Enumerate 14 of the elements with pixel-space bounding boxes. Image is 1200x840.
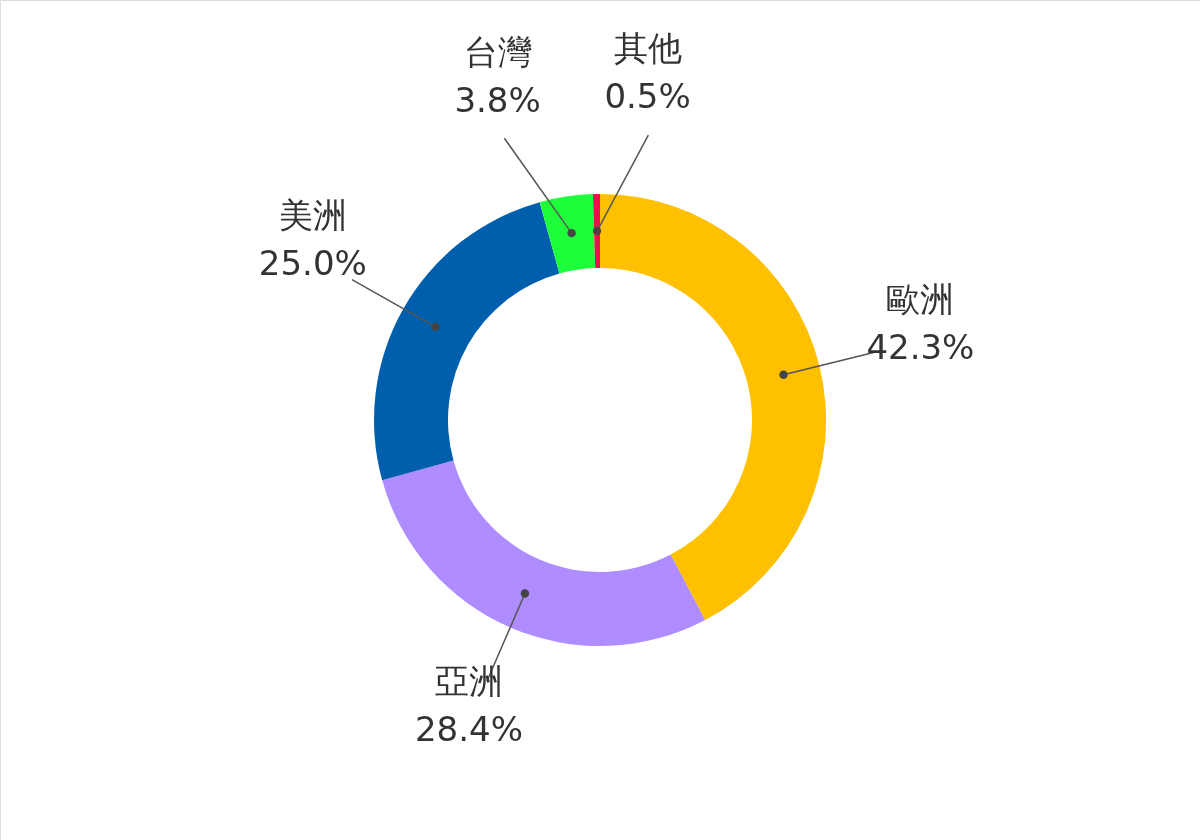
data-label: 28.4%: [414, 708, 523, 749]
slice-label: 歐洲: [886, 278, 955, 319]
donut-slice: [374, 202, 560, 481]
donut-slice: [539, 194, 596, 274]
donut-slice: [600, 194, 826, 621]
data-label: 0.5%: [604, 76, 691, 117]
donut-slice: [382, 460, 706, 646]
slice-label: 美洲: [278, 195, 347, 236]
slice-label: 亞洲: [434, 660, 503, 701]
data-label: 25.0%: [258, 243, 367, 284]
slice-label: 台灣: [463, 31, 532, 72]
data-label: 3.8%: [454, 79, 541, 120]
slice-label: 其他: [613, 28, 682, 69]
data-label: 42.3%: [866, 326, 975, 367]
